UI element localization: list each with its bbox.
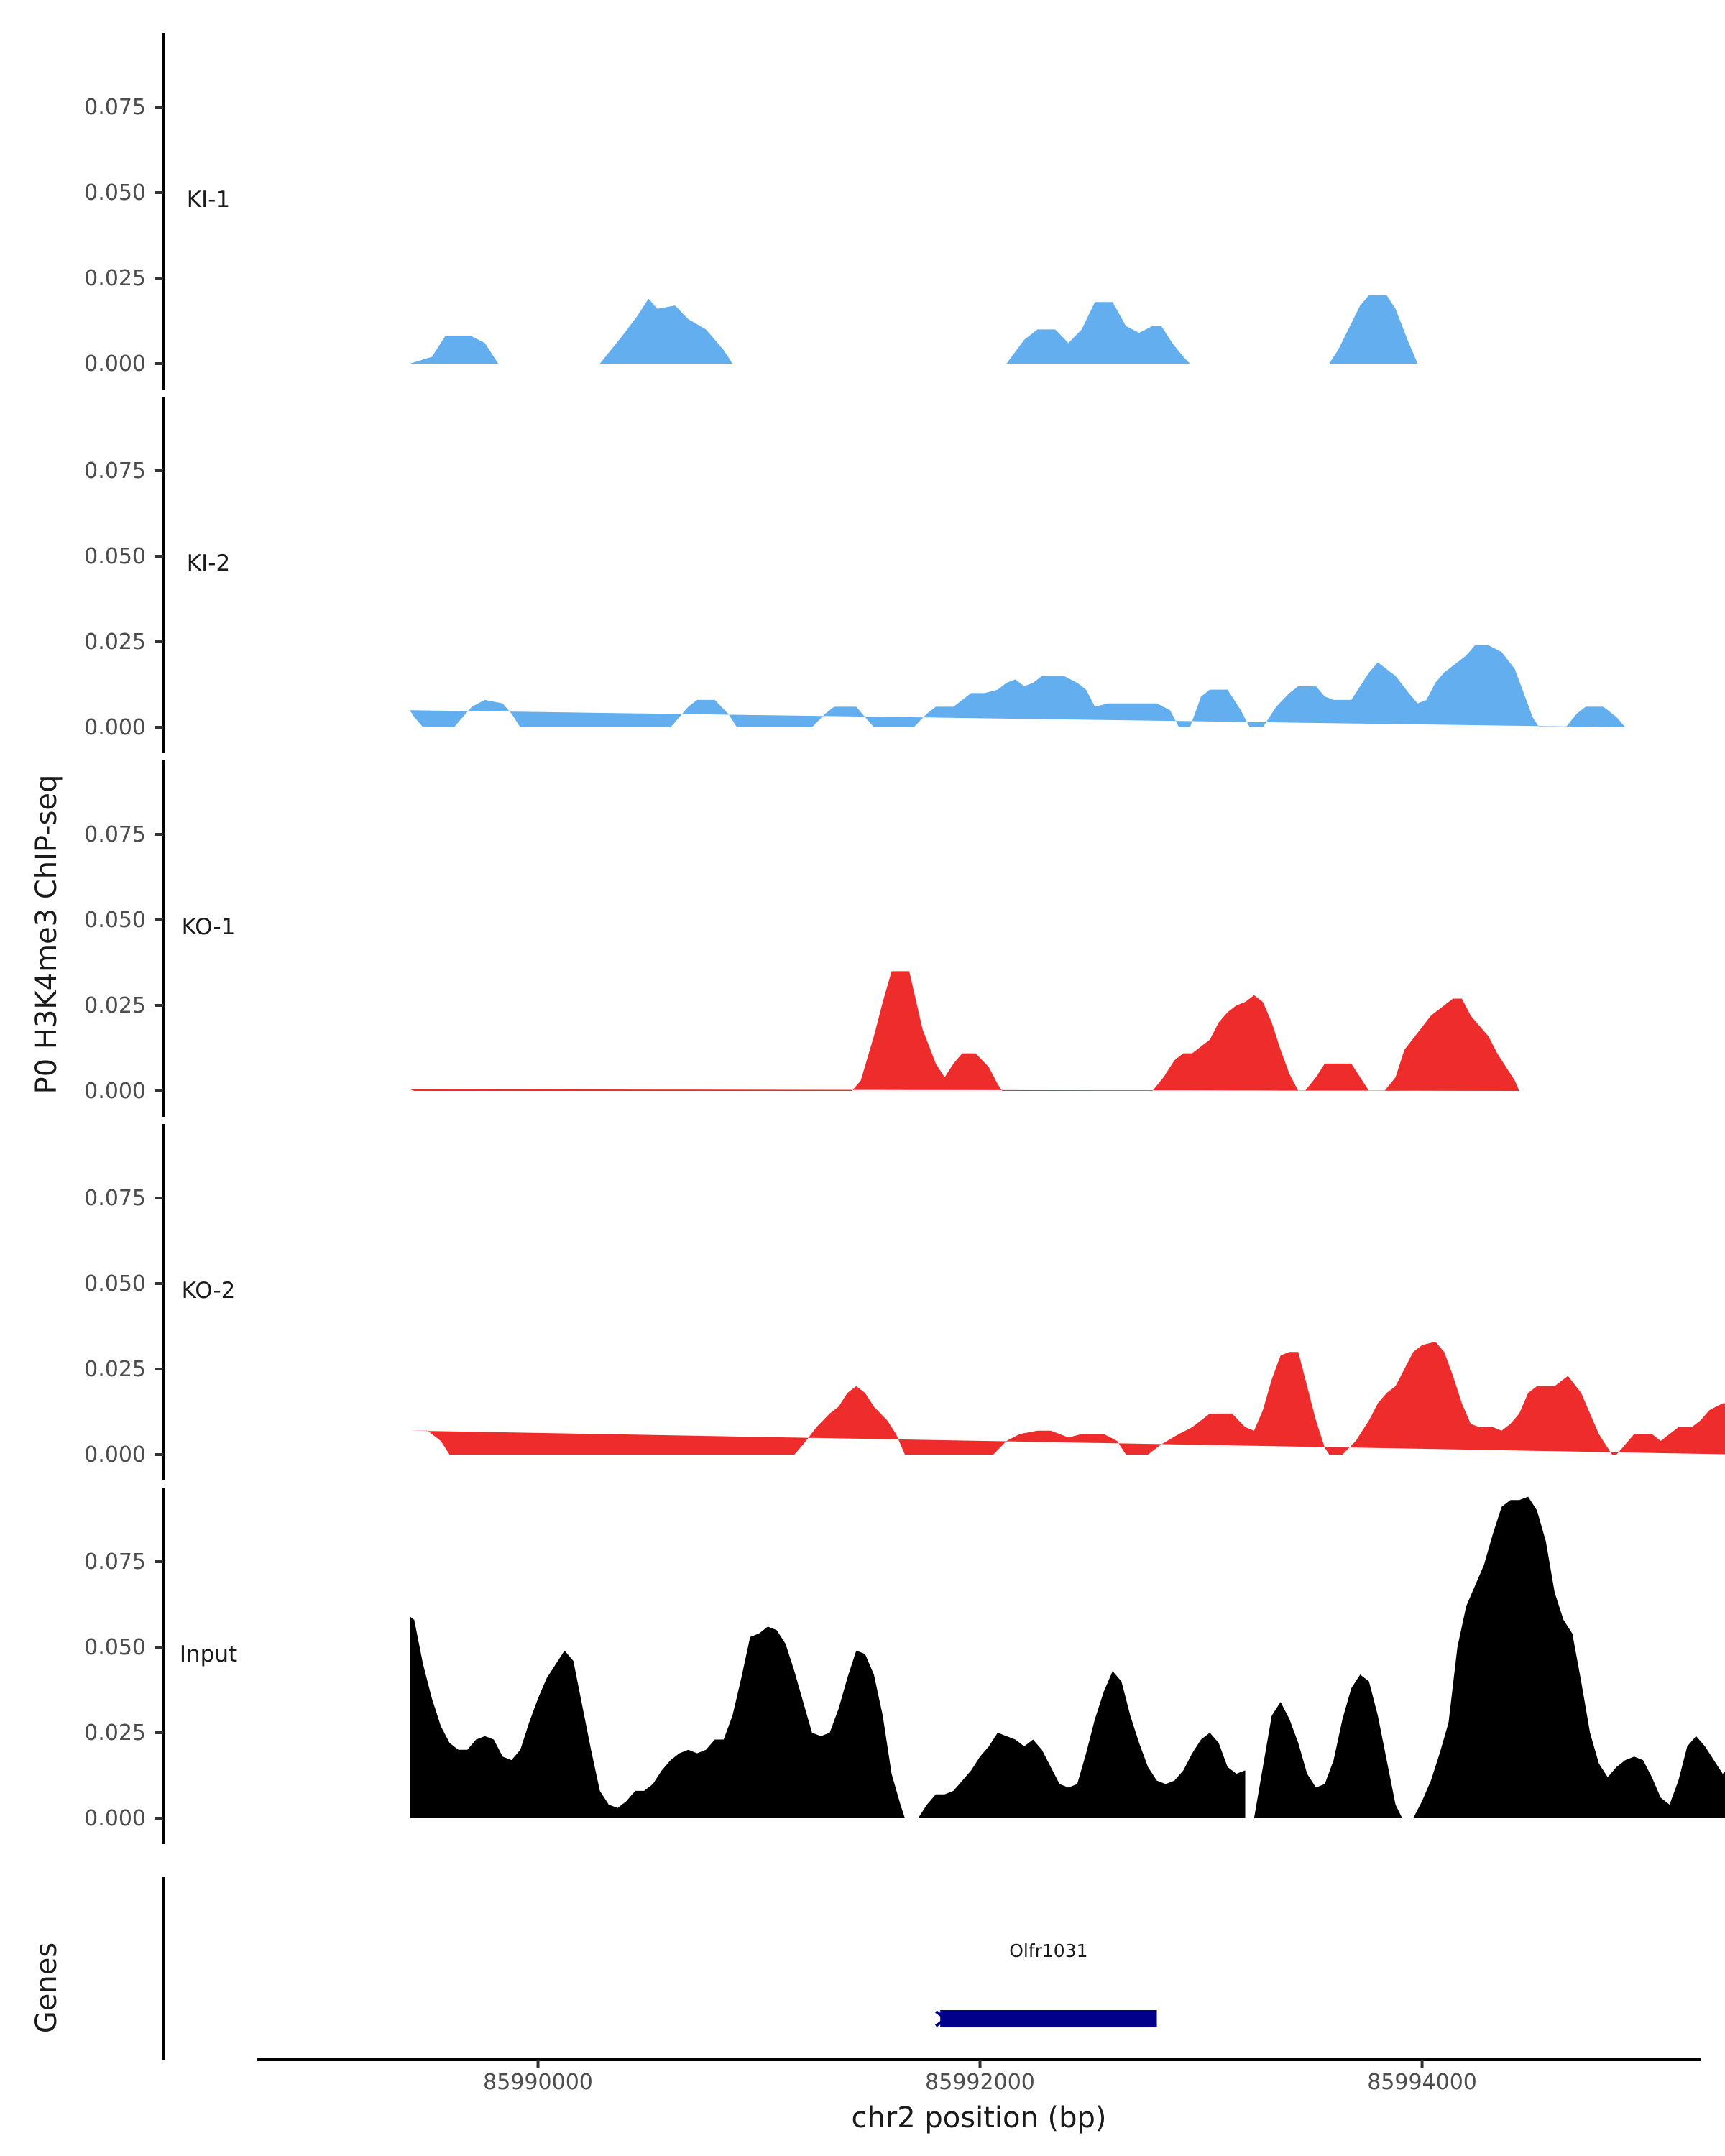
track-label-input: Input (180, 1641, 237, 1667)
y-tick-label: 0.025 (84, 1357, 146, 1382)
genes-panel: Genes Olfr1031 (30, 1877, 1157, 2060)
track-label-ko-2: KO-2 (182, 1278, 236, 1304)
y-tick-label: 0.000 (84, 1442, 146, 1468)
y-tick-label: 0.050 (84, 180, 146, 206)
y-tick-label: 0.075 (84, 459, 146, 484)
y-axis-title: P0 H3K4me3 ChIP-seq (30, 775, 63, 1095)
track-panel-ko-2: 0.000 0.025 0.050 0.075 KO-2 (84, 1124, 1725, 1480)
y-tick-label: 0.000 (84, 351, 146, 377)
y-tick-label: 0.050 (84, 908, 146, 933)
y-tick-label: 0.050 (84, 1271, 146, 1296)
y-tick-label: 0.000 (84, 715, 146, 740)
track-panel-ko-1: 0.000 0.025 0.050 0.075 KO-1 (84, 760, 1519, 1117)
x-axis: 85990000 85992000 85994000 chr2 position (… (257, 2058, 1701, 2134)
y-tick-label: 0.000 (84, 1806, 146, 1831)
coverage-area-ki-2 (410, 645, 1626, 727)
genes-panel-label: Genes (30, 1943, 63, 2033)
coverage-area-input (410, 1496, 1725, 1818)
y-tick-label: 0.025 (84, 630, 146, 655)
gene-strand-arrow-icon (935, 2010, 949, 2027)
coverage-area-ko-2 (410, 1341, 1725, 1455)
y-tick-label: 0.025 (84, 1720, 146, 1746)
y-tick-label: 0.025 (84, 266, 146, 291)
track-panels: 0.0000.0250.0500.075KI-10.0000.0250.0500… (84, 33, 1725, 1844)
gene-body (940, 2010, 1157, 2027)
track-label-ki-2: KI-2 (187, 550, 230, 576)
y-tick-label: 0.000 (84, 1079, 146, 1104)
gene-marks: Olfr1031 (935, 1940, 1157, 2027)
coverage-area-ko-1 (410, 971, 1519, 1091)
gene-label: Olfr1031 (1009, 1940, 1087, 1961)
track-panel-input: 0.000 0.025 0.050 0.075 Input (84, 1488, 1725, 1844)
track-panel-ki-2: 0.000 0.025 0.050 0.075 KI-2 (84, 397, 1626, 753)
y-tick-label: 0.075 (84, 1549, 146, 1575)
x-tick-label: 85994000 (1367, 2070, 1477, 2095)
x-tick-label: 85992000 (925, 2070, 1035, 2095)
y-tick-label: 0.075 (84, 95, 146, 120)
y-tick-label: 0.050 (84, 544, 146, 569)
track-label-ki-1: KI-1 (187, 187, 230, 213)
y-tick-label: 0.075 (84, 822, 146, 847)
y-tick-label: 0.050 (84, 1635, 146, 1660)
track-panel-ki-1: 0.000 0.025 0.050 0.075 KI-1 (84, 33, 1418, 390)
x-axis-title: chr2 position (bp) (851, 2101, 1106, 2134)
x-ticks: 85990000 85992000 85994000 (483, 2060, 1477, 2095)
y-tick-label: 0.075 (84, 1186, 146, 1211)
y-tick-label: 0.025 (84, 993, 146, 1018)
coverage-area-ki-1 (410, 295, 1418, 364)
track-label-ko-1: KO-1 (182, 914, 236, 940)
x-tick-label: 85990000 (483, 2070, 593, 2095)
